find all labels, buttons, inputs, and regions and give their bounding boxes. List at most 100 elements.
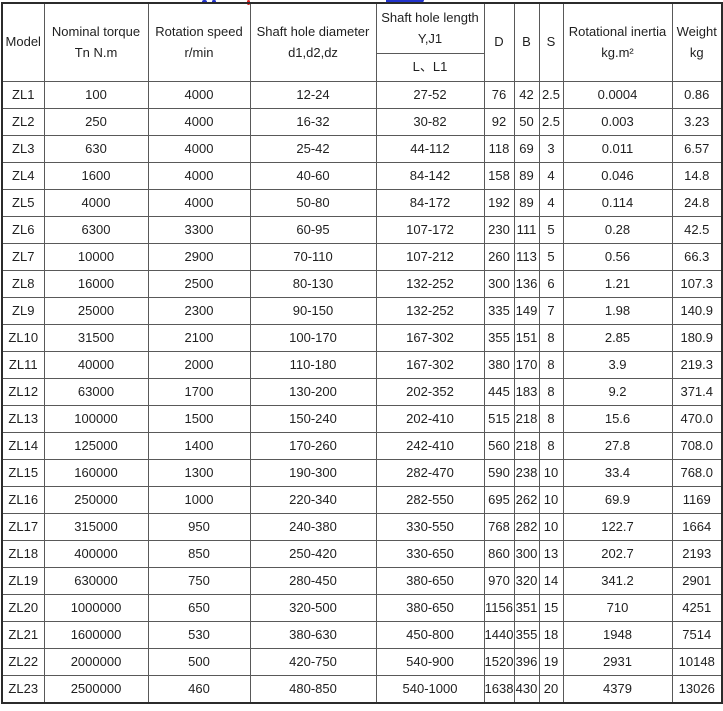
table-cell: 282-470 — [375, 459, 485, 487]
table-cell: 42 — [513, 81, 540, 109]
table-cell: 262 — [513, 486, 540, 514]
model-cell: ZL4 — [1, 162, 45, 190]
model-cell: ZL23 — [1, 675, 45, 704]
table-cell: 219.3 — [671, 351, 723, 379]
table-cell: 100000 — [43, 405, 149, 433]
table-cell: 750 — [147, 567, 251, 595]
table-row: ZL11 40000 2000 110-180 167-302 380 170 8 3.9 219… — [1, 351, 723, 379]
table-cell: 158 — [483, 162, 515, 190]
header-d: D — [483, 2, 515, 82]
table-row: ZL10 31500 2100 100-170 167-302 355 151 8 2.85 18… — [1, 324, 723, 352]
table-cell: 330-650 — [375, 540, 485, 568]
table-cell: 238 — [513, 459, 540, 487]
table-cell: 650 — [147, 594, 251, 622]
table-cell: 250-420 — [249, 540, 377, 568]
table-row: ZL2 250 4000 16-32 30-82 92 50 2.5 0.003 3.23 — [1, 108, 723, 136]
table-cell: 240-380 — [249, 513, 377, 541]
table-cell: 0.011 — [562, 135, 673, 163]
table-row: ZL21 1600000 530 380-630 450-800 1440 355 18 194… — [1, 621, 723, 649]
table-cell: 3.9 — [562, 351, 673, 379]
table-cell: 10000 — [43, 243, 149, 271]
model-cell: ZL19 — [1, 567, 45, 595]
table-cell: 40-60 — [249, 162, 377, 190]
table-cell: 66.3 — [671, 243, 723, 271]
table-cell: 190-300 — [249, 459, 377, 487]
model-cell: ZL16 — [1, 486, 45, 514]
table-cell: 170 — [513, 351, 540, 379]
table-cell: 1664 — [671, 513, 723, 541]
table-cell: 515 — [483, 405, 515, 433]
table-row: ZL20 1000000 650 320-500 380-650 1156 351 15 710… — [1, 594, 723, 622]
table-cell: 89 — [513, 189, 540, 217]
table-cell: 180.9 — [671, 324, 723, 352]
table-cell: 25000 — [43, 297, 149, 325]
table-cell: 13026 — [671, 675, 723, 704]
table-cell: 242-410 — [375, 432, 485, 460]
table-cell: 132-252 — [375, 297, 485, 325]
table-cell: 92 — [483, 108, 515, 136]
table-cell: 20 — [538, 675, 564, 704]
table-cell: 315000 — [43, 513, 149, 541]
table-row: ZL22 2000000 500 420-750 540-900 1520 396 19 293… — [1, 648, 723, 676]
table-cell: 14 — [538, 567, 564, 595]
table-cell: 2931 — [562, 648, 673, 676]
table-cell: 192 — [483, 189, 515, 217]
table-cell: 1000000 — [43, 594, 149, 622]
table-cell: 380-650 — [375, 594, 485, 622]
table-cell: 100 — [43, 81, 149, 109]
model-cell: ZL17 — [1, 513, 45, 541]
table-cell: 16000 — [43, 270, 149, 298]
table-cell: 25-42 — [249, 135, 377, 163]
table-cell: 4000 — [147, 189, 251, 217]
table-cell: 590 — [483, 459, 515, 487]
table-cell: 4000 — [147, 162, 251, 190]
table-cell: 1500 — [147, 405, 251, 433]
table-cell: 341.2 — [562, 567, 673, 595]
table-cell: 60-95 — [249, 216, 377, 244]
model-cell: ZL14 — [1, 432, 45, 460]
table-cell: 170-260 — [249, 432, 377, 460]
table-cell: 15 — [538, 594, 564, 622]
table-row: ZL17 315000 950 240-380 330-550 768 282 10 122.7… — [1, 513, 723, 541]
header-weight: Weight kg — [671, 2, 723, 82]
header-nominal-torque: Nominal torque Tn N.m — [43, 2, 149, 82]
table-cell: 540-1000 — [375, 675, 485, 704]
table-cell: 130-200 — [249, 378, 377, 406]
table-cell: 850 — [147, 540, 251, 568]
table-cell: 136 — [513, 270, 540, 298]
table-cell: 12-24 — [249, 81, 377, 109]
table-cell: 10 — [538, 459, 564, 487]
table-row: ZL1 100 4000 12-24 27-52 76 42 2.5 0.0004 0.86 — [1, 81, 723, 109]
table-cell: 218 — [513, 405, 540, 433]
table-cell: 0.0004 — [562, 81, 673, 109]
table-row: ZL5 4000 4000 50-80 84-172 192 89 4 0.114 24.8 — [1, 189, 723, 217]
table-cell: 4000 — [43, 189, 149, 217]
table-cell: 0.28 — [562, 216, 673, 244]
table-row: ZL23 2500000 460 480-850 540-1000 1638 430 20 43… — [1, 675, 723, 704]
table-cell: 90-150 — [249, 297, 377, 325]
table-cell: 5 — [538, 216, 564, 244]
model-cell: ZL5 — [1, 189, 45, 217]
table-cell: 1700 — [147, 378, 251, 406]
table-row: ZL15 160000 1300 190-300 282-470 590 238 10 33.4… — [1, 459, 723, 487]
table-cell: 320-500 — [249, 594, 377, 622]
table-row: ZL16 250000 1000 220-340 282-550 695 262 10 69.9… — [1, 486, 723, 514]
table-cell: 950 — [147, 513, 251, 541]
table-row: ZL6 6300 3300 60-95 107-172 230 111 5 0.28 42.5 — [1, 216, 723, 244]
model-cell: ZL13 — [1, 405, 45, 433]
table-cell: 40000 — [43, 351, 149, 379]
table-cell: 10 — [538, 513, 564, 541]
header-rotational-inertia: Rotational inertia kg.m² — [562, 2, 673, 82]
model-cell: ZL11 — [1, 351, 45, 379]
header-shaft-hole-diameter: Shaft hole diameter d1,d2,dz — [249, 2, 377, 82]
table-row: ZL3 630 4000 25-42 44-112 118 69 3 0.011 6.57 — [1, 135, 723, 163]
table-cell: 708.0 — [671, 432, 723, 460]
table-cell: 500 — [147, 648, 251, 676]
table-cell: 2193 — [671, 540, 723, 568]
table-cell: 1520 — [483, 648, 515, 676]
table-cell: 111 — [513, 216, 540, 244]
table-cell: 320 — [513, 567, 540, 595]
clipped-title-fragment — [212, 0, 216, 3]
table-cell: 107-212 — [375, 243, 485, 271]
